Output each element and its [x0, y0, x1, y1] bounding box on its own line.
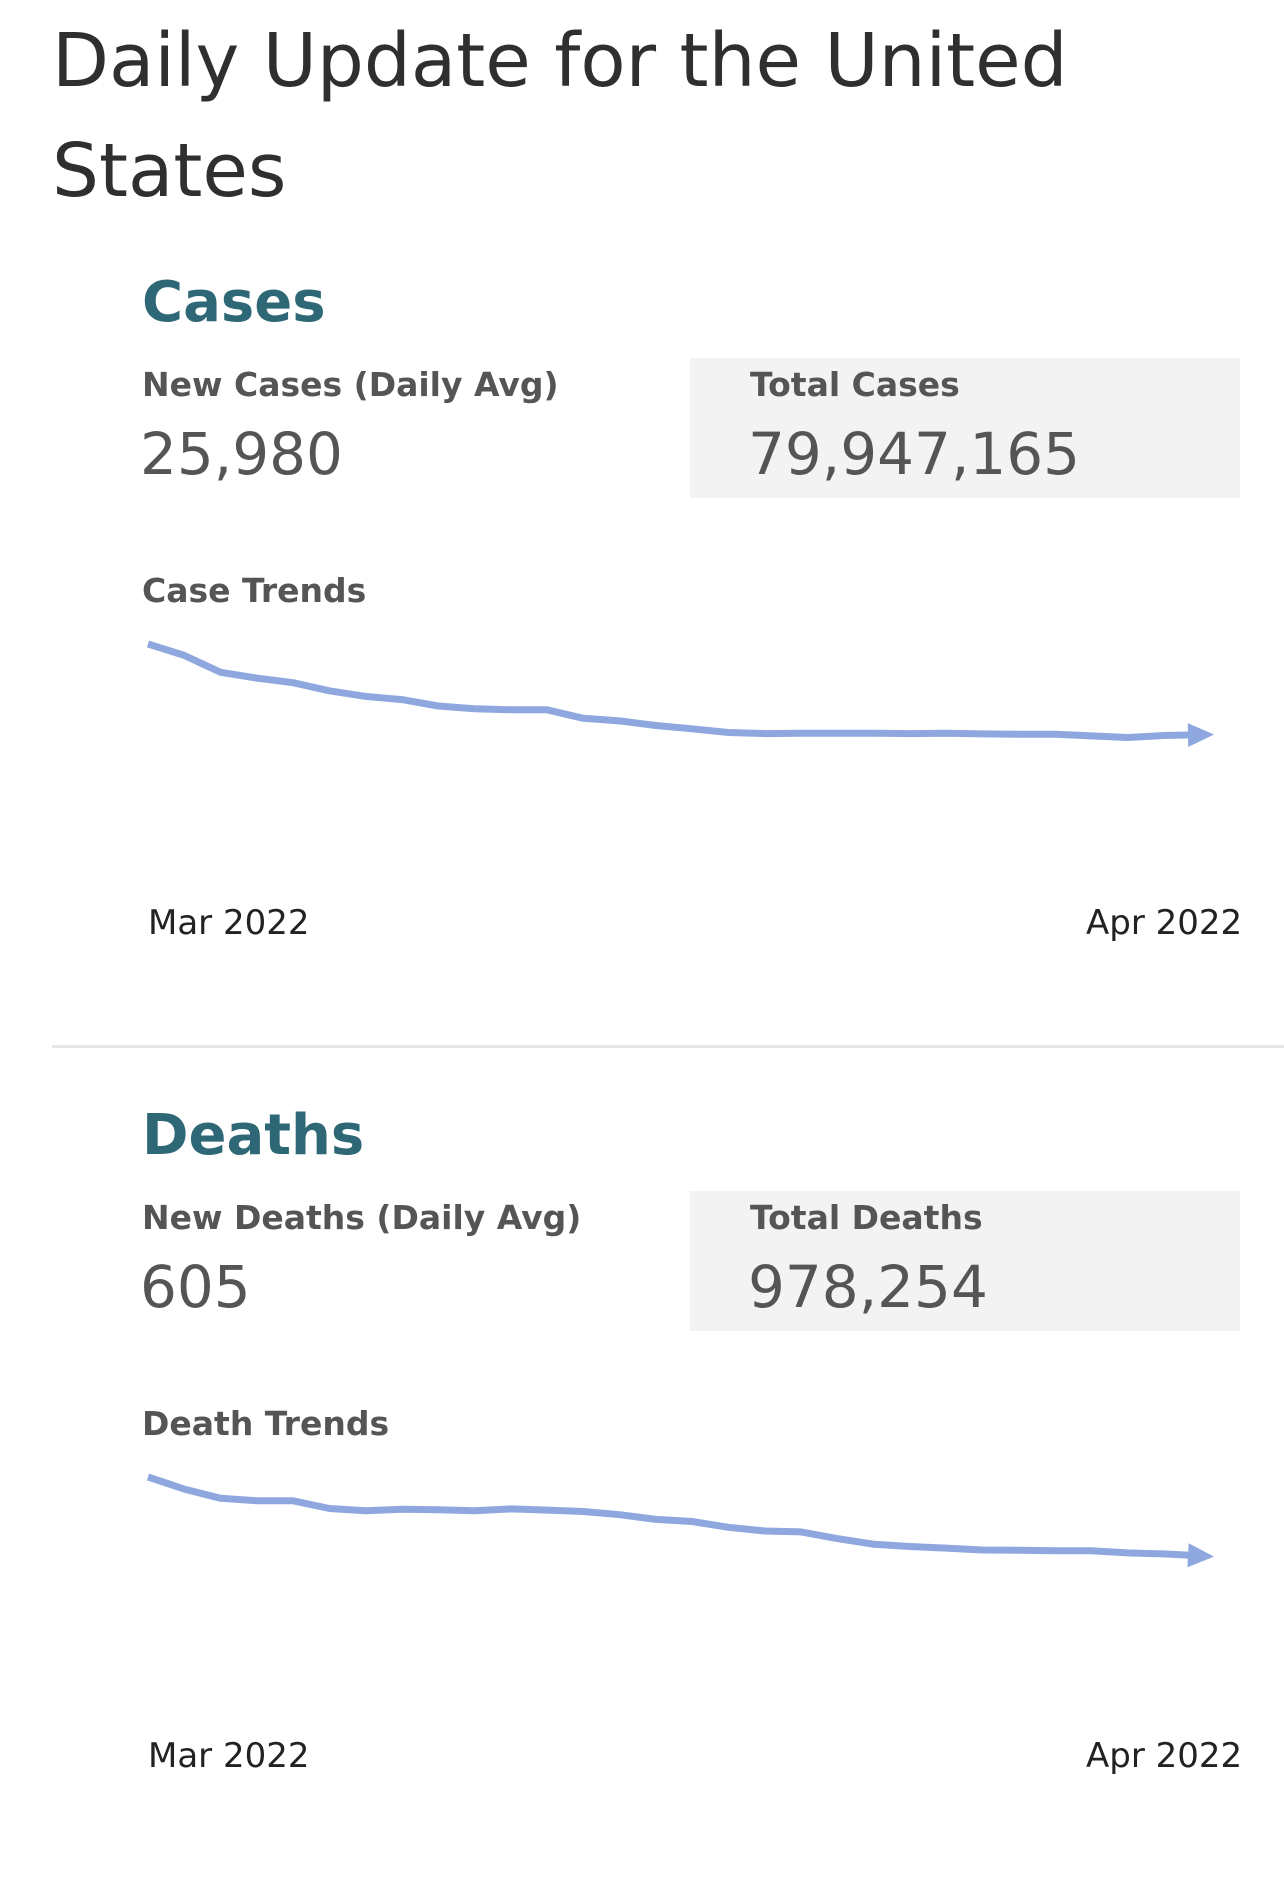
new-cases-value: 25,980: [140, 420, 343, 488]
new-cases-label: New Cases (Daily Avg): [142, 365, 559, 404]
trend-line: [146, 1473, 1201, 1560]
trend-arrow-marker: [1187, 1543, 1214, 1568]
case-trends-x-start: Mar 2022: [148, 903, 310, 943]
case-trends-chart: [146, 640, 1214, 747]
cases-heading: Cases: [142, 270, 326, 335]
case-trends-x-end: Apr 2022: [1086, 903, 1243, 943]
death-trends-label: Death Trends: [142, 1404, 390, 1443]
new-deaths-value: 605: [140, 1253, 251, 1321]
death-trends-x-start: Mar 2022: [148, 1736, 310, 1776]
new-deaths-label: New Deaths (Daily Avg): [142, 1198, 582, 1237]
total-cases-box: [690, 358, 1240, 498]
total-deaths-box: [690, 1191, 1240, 1331]
total-cases-label: Total Cases: [750, 365, 960, 404]
total-deaths-label: Total Deaths: [750, 1198, 983, 1237]
total-cases-value: 79,947,165: [748, 420, 1081, 488]
case-trends-label: Case Trends: [142, 571, 367, 610]
trend-line: [146, 640, 1201, 741]
deaths-heading: Deaths: [142, 1103, 365, 1168]
page-title: Daily Update for the United States: [52, 18, 1068, 214]
trend-arrow-marker: [1187, 723, 1214, 747]
death-trends-x-end: Apr 2022: [1086, 1736, 1243, 1776]
death-trends-chart: [146, 1473, 1214, 1568]
total-deaths-value: 978,254: [748, 1253, 988, 1321]
section-divider: [52, 1045, 1284, 1048]
